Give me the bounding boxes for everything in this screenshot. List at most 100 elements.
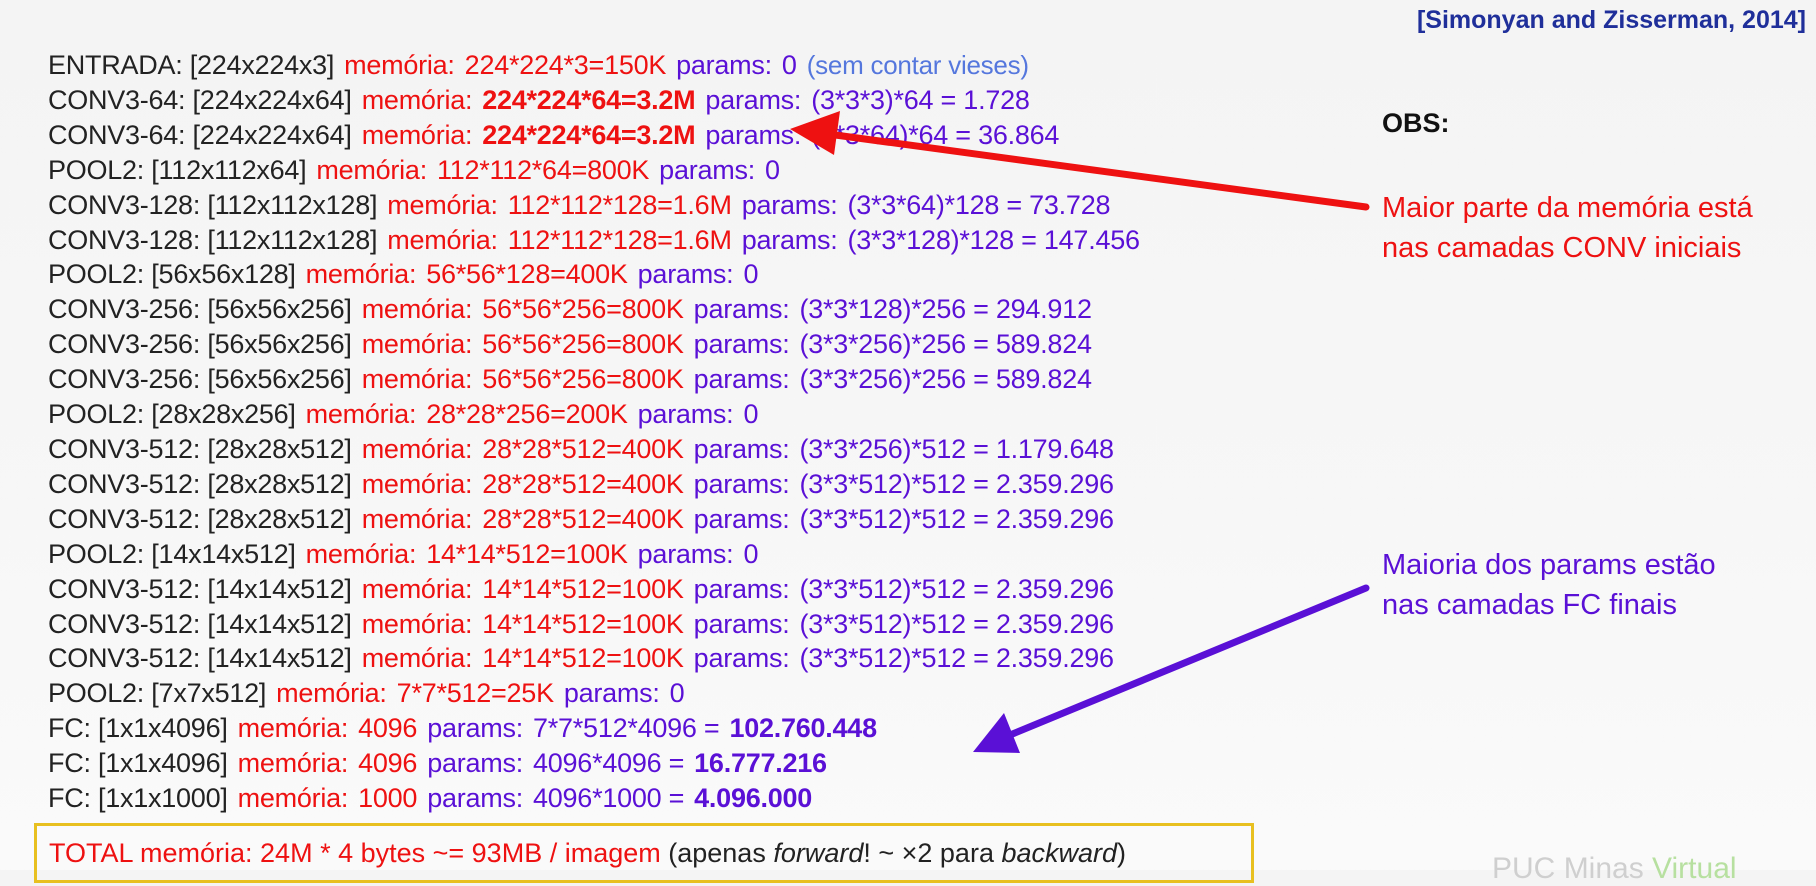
total-note-open: (apenas (668, 838, 774, 868)
table-row: CONV3-512: [28x28x512] memória: 28*28*512=… (48, 467, 1140, 502)
layer-label: POOL2: [56x56x128] (48, 259, 296, 290)
table-row: POOL2: [7x7x512] memória: 7*7*512=25K param… (48, 676, 1140, 711)
memory-label: memória: (361, 294, 473, 325)
params-value: 0 (781, 50, 797, 80)
params-value: (3*3*256)*256 = 589.824 (799, 329, 1092, 360)
memory-label: memória: (305, 399, 417, 430)
memory-value: 1000 (358, 783, 418, 814)
memory-note-line1: Maior parte da memória está (1382, 192, 1753, 224)
layer-label: CONV3-512: [14x14x512] (48, 608, 352, 639)
watermark-part2: Minas (1563, 852, 1653, 885)
memory-label: memória: (361, 573, 473, 604)
params-value: (3*3*512)*512 = 2.359.296 (799, 573, 1114, 604)
memory-label: memória: (361, 503, 473, 534)
table-row: ENTRADA: [224x224x3] memória: 224*224*3=15… (48, 48, 1140, 83)
params-label: params: (693, 468, 790, 499)
memory-value: 14*14*512=100K (482, 573, 684, 604)
memory-label: memória: (276, 678, 387, 709)
layer-label: POOL2: [7x7x512] (48, 678, 267, 709)
memory-label: memória: (237, 783, 349, 814)
params-value: (3*3*256)*512 = 1.179.648 (799, 433, 1114, 464)
params-label: params: (563, 678, 660, 709)
params-label: params: (637, 259, 734, 290)
layer-label: CONV3-512: [28x28x512] (48, 433, 352, 464)
params-label: params: (427, 713, 523, 744)
memory-value: 28*28*256=200K (426, 399, 628, 430)
params-value: 4096*4096 = (533, 748, 685, 779)
params-label: params: (693, 573, 790, 604)
table-row: CONV3-512: [14x14x512] memória: 14*14*512=… (48, 607, 1140, 642)
params-note-line1: Maioria dos params estão (1382, 549, 1716, 581)
memory-value: 14*14*512=100K (482, 608, 684, 639)
citation: [Simonyan and Zisserman, 2014] (1416, 6, 1806, 34)
params-note: Maioria dos params estão nas camadas FC … (1382, 545, 1716, 625)
memory-value: 7*7*512=25K (396, 678, 554, 709)
table-row: CONV3-128: [112x112x128] memória: 112*112*… (48, 188, 1140, 223)
memory-label: memória: (361, 468, 473, 499)
table-row: POOL2: [56x56x128] memória: 56*56*128=400K… (48, 257, 1140, 292)
memory-value: 112*112*128=1.6M (507, 224, 732, 255)
memory-label: memória: (361, 119, 473, 150)
table-row: CONV3-256: [56x56x256] memória: 56*56*256=… (48, 292, 1140, 327)
memory-value: 224*224*3=150K (464, 50, 667, 80)
memory-label: memória: (305, 538, 417, 569)
memory-note: Maior parte da memória está nas camadas … (1382, 188, 1753, 268)
memory-label: memória: (387, 189, 498, 220)
layer-label: FC: [1x1x4096] (48, 748, 228, 779)
params-note-line2: nas camadas FC finais (1382, 589, 1677, 621)
params-label: params: (693, 294, 790, 325)
layer-label: CONV3-256: [56x56x256] (48, 294, 352, 325)
memory-value: 4096 (358, 713, 418, 744)
params-value: (3*3*128)*128 = 147.456 (847, 224, 1141, 255)
params-label: params: (741, 189, 838, 220)
memory-value: 56*56*256=800K (482, 294, 684, 325)
total-memory-box: TOTAL memória: 24M * 4 bytes ~= 93MB / i… (34, 823, 1254, 883)
table-row: CONV3-64: [224x224x64] memória: 224*224*64… (48, 83, 1140, 118)
layer-table: ENTRADA: [224x224x3] memória: 224*224*3=15… (48, 48, 1140, 816)
layer-label: CONV3-512: [28x28x512] (48, 503, 352, 534)
table-row: POOL2: [28x28x256] memória: 28*28*256=200K… (48, 397, 1140, 432)
layer-label: CONV3-512: [28x28x512] (48, 468, 352, 499)
layer-label: POOL2: [14x14x512] (48, 538, 296, 569)
params-label: params: (659, 154, 755, 185)
memory-value: 224*224*64=3.2M (482, 119, 696, 150)
watermark-logo: PUC Minas Virtual (1492, 852, 1737, 886)
memory-label: memória: (344, 50, 455, 80)
params-label: params: (693, 643, 790, 674)
bias-note: (sem contar vieses) (806, 50, 1029, 80)
memory-note-line2: nas camadas CONV iniciais (1382, 232, 1742, 264)
table-row: CONV3-128: [112x112x128] memória: 112*112*… (48, 223, 1140, 258)
memory-label: memória: (237, 748, 349, 779)
params-value: (3*3*128)*256 = 294.912 (799, 294, 1092, 325)
memory-value: 56*56*128=400K (426, 259, 628, 290)
watermark-part3: Virtual (1652, 852, 1737, 885)
params-value: (3*3*512)*512 = 2.359.296 (799, 468, 1114, 499)
total-forward: forward (773, 838, 864, 868)
memory-label: memória: (361, 329, 473, 360)
layer-label: FC: [1x1x4096] (48, 713, 228, 744)
params-label: params: (705, 84, 802, 115)
memory-value: 56*56*256=800K (482, 364, 684, 395)
layer-label: CONV3-128: [112x112x128] (48, 224, 378, 255)
params-total: 16.777.216 (694, 748, 827, 779)
table-row: FC: [1x1x1000] memória: 1000 params: 4096*10… (48, 781, 1140, 816)
table-row: FC: [1x1x4096] memória: 4096 params: 4096*40… (48, 746, 1140, 781)
params-value: 0 (743, 538, 759, 569)
params-label: params: (637, 399, 734, 430)
params-label: params: (427, 748, 523, 779)
memory-label: memória: (237, 713, 349, 744)
table-row: FC: [1x1x4096] memória: 4096 params: 7*7*512… (48, 711, 1140, 746)
memory-label: memória: (387, 224, 498, 255)
params-label: params: (427, 783, 523, 814)
params-label: params: (693, 503, 790, 534)
layer-label: CONV3-512: [14x14x512] (48, 643, 352, 674)
params-label: params: (637, 538, 734, 569)
memory-value: 28*28*512=400K (482, 503, 684, 534)
params-value: (3*3*64)*128 = 73.728 (847, 189, 1111, 220)
params-value: 0 (764, 154, 780, 185)
table-row: CONV3-512: [28x28x512] memória: 28*28*512=… (48, 432, 1140, 467)
memory-label: memória: (305, 259, 417, 290)
params-value: 7*7*512*4096 = (533, 713, 720, 744)
table-row: POOL2: [112x112x64] memória: 112*112*64=80… (48, 153, 1140, 188)
params-total: 4.096.000 (694, 783, 813, 814)
